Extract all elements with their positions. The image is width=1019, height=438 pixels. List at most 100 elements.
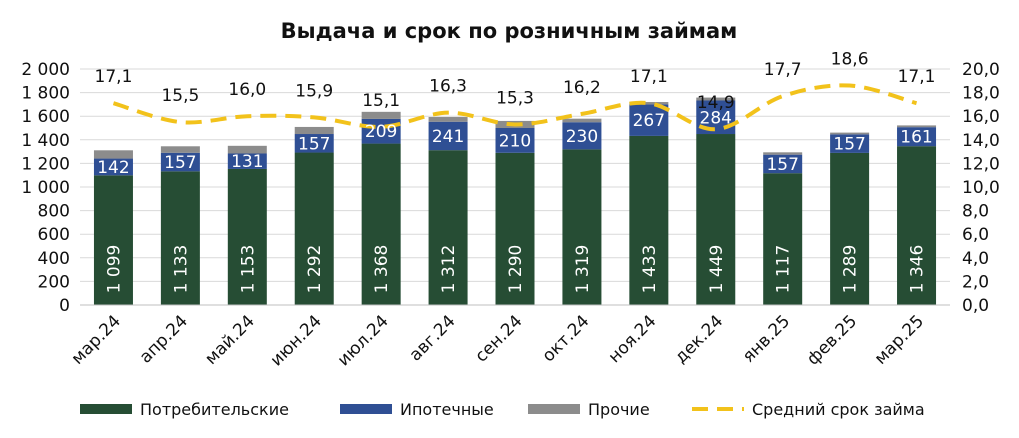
y-left-tick-label: 200: [38, 272, 70, 292]
avg-term-label: 15,5: [161, 86, 199, 106]
mortgage-bar: [93, 158, 133, 176]
mortgage-bar: [830, 134, 870, 153]
mortgage-value-label: 157: [164, 153, 196, 173]
consumer-value-label: 1 433: [640, 245, 660, 294]
legend-other-swatch: [528, 404, 580, 414]
consumer-value-label: 1 312: [439, 245, 459, 294]
legend-mortgage-label: Ипотечные: [400, 400, 494, 419]
consumer-bar: [160, 171, 200, 305]
mortgage-value-label: 241: [432, 127, 464, 147]
y-left-tick-label: 0: [59, 296, 70, 316]
y-right-tick-label: 6,0: [962, 225, 989, 245]
consumer-value-label: 1 290: [506, 245, 526, 294]
mortgage-value-label: 131: [231, 152, 263, 172]
y-right-tick-label: 12,0: [962, 154, 1000, 174]
avg-term-label: 18,6: [831, 50, 869, 70]
consumer-bar: [763, 173, 803, 305]
consumer-value-label: 1 346: [908, 245, 928, 294]
mortgage-bar: [562, 122, 602, 150]
avg-term-label: 17,1: [898, 67, 936, 87]
avg-term-label: 15,3: [496, 88, 534, 108]
consumer-bar: [428, 150, 468, 305]
other-bar: [227, 145, 267, 154]
y-right-tick-label: 18,0: [962, 84, 1000, 104]
other-bar: [696, 97, 736, 101]
avg-term-label: 17,7: [764, 60, 802, 80]
mortgage-bar: [897, 127, 937, 147]
avg-term-label: 17,1: [630, 67, 668, 87]
other-bar: [93, 150, 133, 159]
y-left-tick-label: 400: [38, 249, 70, 269]
mortgage-value-label: 161: [900, 128, 932, 148]
mortgage-bar: [227, 153, 267, 169]
other-bar: [629, 102, 669, 105]
y-right-tick-label: 10,0: [962, 178, 1000, 198]
other-bar: [562, 118, 602, 123]
mortgage-value-label: 157: [298, 134, 330, 154]
other-bar: [428, 117, 468, 122]
mortgage-bar: [629, 104, 669, 136]
x-tick-label: окт.24: [539, 311, 594, 366]
consumer-value-label: 1 292: [305, 245, 325, 294]
mortgage-bar: [428, 121, 468, 151]
x-tick-label: сен.24: [471, 311, 526, 366]
y-left-tick-label: 2 000: [21, 60, 70, 80]
x-tick-label: янв.25: [739, 311, 794, 366]
legend: Потребительские Ипотечные Прочие Средний ср…: [80, 400, 925, 419]
legend-avg-term-label: Средний срок займа: [752, 400, 925, 419]
bars: [93, 97, 937, 305]
mortgage-value-label: 157: [766, 155, 798, 175]
x-axis: мар.24 апр.24 май.24 июн.24 июл.24 авг.24 сен.…: [68, 304, 950, 370]
y-left-tick-label: 800: [38, 202, 70, 222]
legend-consumer-label: Потребительские: [140, 400, 289, 419]
x-tick-label: ноя.24: [605, 311, 661, 367]
y-left-tick-label: 600: [38, 225, 70, 245]
mortgage-bar: [361, 118, 401, 144]
y-right-tick-label: 14,0: [962, 131, 1000, 151]
x-tick-label: авг.24: [406, 311, 460, 365]
consumer-bar: [629, 135, 669, 305]
chart-title: Выдача и срок по розничным займам: [281, 19, 738, 43]
mortgage-value-label: 142: [97, 158, 129, 178]
y-right-tick-label: 4,0: [962, 249, 989, 269]
legend-other-label: Прочие: [588, 400, 650, 419]
mortgage-value-label: 210: [499, 131, 531, 151]
avg-term-label: 16,2: [563, 78, 601, 98]
consumer-value-label: 1 368: [372, 245, 392, 294]
legend-consumer-swatch: [80, 404, 132, 414]
consumer-bar: [93, 175, 133, 305]
y-right-tick-label: 8,0: [962, 202, 989, 222]
y-left-tick-label: 1 400: [21, 131, 70, 151]
x-tick-label: апр.24: [136, 311, 192, 367]
consumer-value-label: 1 289: [841, 245, 861, 294]
y-left-tick-label: 1 200: [21, 154, 70, 174]
x-tick-label: дек.24: [671, 311, 727, 367]
legend-mortgage-swatch: [340, 404, 392, 414]
mortgage-bar: [763, 154, 803, 174]
y-axis-right: 0,0 2,0 4,0 6,0 8,0 10,0 12,0 14,0 16,0 18,0 20,0: [962, 60, 1000, 316]
other-bar: [294, 126, 334, 135]
y-axis-left: 0 200 400 600 800 1 000 1 200 1 400 1 600 1 800 2 …: [21, 60, 70, 316]
y-left-tick-label: 1 000: [21, 178, 70, 198]
x-tick-label: мар.24: [68, 311, 125, 368]
x-tick-label: июл.24: [334, 311, 393, 370]
other-bar: [830, 132, 870, 135]
mortgage-bar: [160, 152, 200, 172]
avg-term-label: 14,9: [697, 93, 735, 113]
consumer-value-label: 1 153: [238, 245, 258, 294]
consumer-bar: [897, 146, 937, 305]
y-left-tick-label: 1 800: [21, 84, 70, 104]
mortgage-bar: [495, 128, 535, 153]
avg-term-label: 16,0: [228, 80, 266, 100]
other-bar: [763, 152, 803, 155]
mortgage-bar: [294, 134, 334, 153]
mortgage-value-label: 284: [700, 108, 732, 128]
other-bar: [897, 125, 937, 128]
mortgage-value-label: 209: [365, 122, 397, 142]
avg-term-label: 17,1: [95, 67, 133, 87]
avg-term-label: 15,1: [362, 91, 400, 111]
consumer-bar: [830, 152, 870, 305]
consumer-bar: [696, 134, 736, 305]
avg-term-line: [112, 83, 918, 132]
